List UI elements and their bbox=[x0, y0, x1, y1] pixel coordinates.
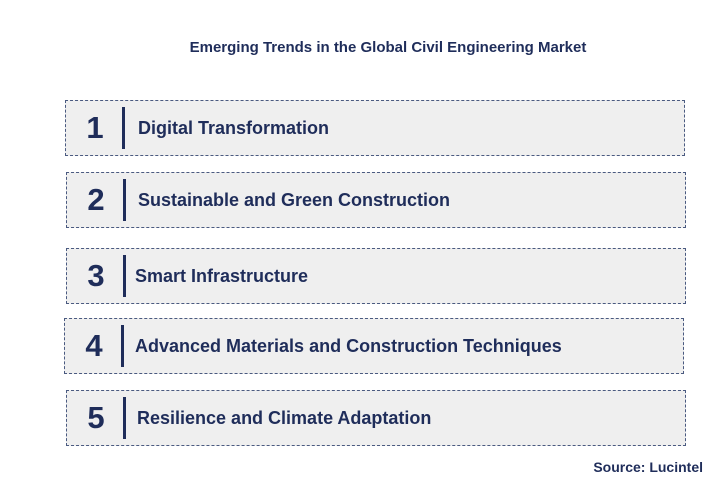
trend-number: 1 bbox=[86, 110, 104, 145]
trend-item-1: 1 Digital Transformation bbox=[65, 100, 685, 156]
trend-item-3: 3 Smart Infrastructure bbox=[66, 248, 686, 304]
trend-label: Smart Infrastructure bbox=[135, 265, 309, 286]
trend-number: 5 bbox=[87, 400, 105, 435]
trend-label: Advanced Materials and Construction Tech… bbox=[135, 335, 562, 356]
trend-item-5: 5 Resilience and Climate Adaptation bbox=[66, 390, 686, 446]
trend-divider bbox=[123, 179, 126, 221]
source-label: Source: Lucintel bbox=[593, 459, 703, 475]
trend-number: 4 bbox=[85, 328, 103, 363]
diagram-title: Emerging Trends in the Global Civil Engi… bbox=[189, 39, 587, 56]
trend-number: 3 bbox=[87, 258, 105, 293]
trend-label: Digital Transformation bbox=[138, 117, 330, 138]
trend-divider bbox=[122, 107, 125, 149]
trend-divider bbox=[121, 325, 124, 367]
trend-divider bbox=[123, 255, 126, 297]
trend-item-4: 4 Advanced Materials and Construction Te… bbox=[64, 318, 684, 374]
trend-number: 2 bbox=[87, 182, 105, 217]
trend-divider bbox=[123, 397, 126, 439]
trend-label: Resilience and Climate Adaptation bbox=[137, 407, 432, 428]
trend-label: Sustainable and Green Construction bbox=[138, 189, 451, 210]
trend-item-2: 2 Sustainable and Green Construction bbox=[66, 172, 686, 228]
